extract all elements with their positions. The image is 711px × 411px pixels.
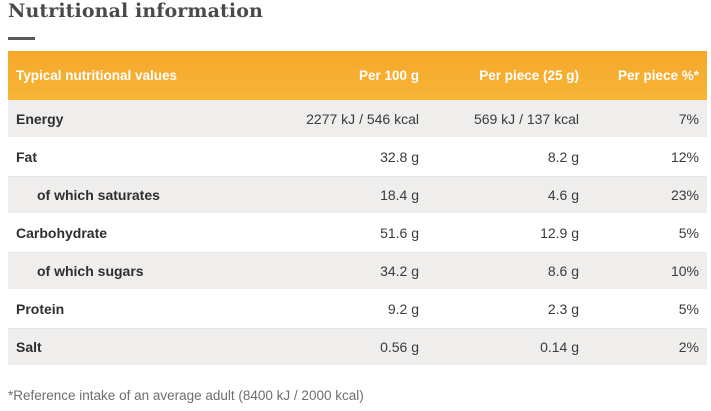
row-label: Salt <box>16 338 42 355</box>
row-label: Carbohydrate <box>16 225 108 242</box>
nutrition-table: Typical nutritional values Per 100 g Per… <box>8 51 707 367</box>
value-per-piece: 569 kJ / 137 kcal <box>473 110 579 127</box>
table-row-carbohydrate: Carbohydrate 51.6 g 12.9 g 5% <box>8 214 707 252</box>
row-label: Fat <box>16 149 37 166</box>
row-label: of which sugars <box>37 262 144 279</box>
value-percent: 5% <box>678 225 699 242</box>
value-per-piece: 0.14 g <box>540 338 579 355</box>
row-label: of which saturates <box>37 186 160 203</box>
value-per-100g: 9.2 g <box>387 301 419 318</box>
column-header-per-100g: Per 100 g <box>358 68 419 83</box>
value-per-piece: 8.2 g <box>547 149 579 166</box>
value-percent: 2% <box>678 338 699 355</box>
column-header-percent: Per piece %* <box>617 68 699 83</box>
value-per-piece: 4.6 g <box>547 186 579 203</box>
table-row-salt: Salt 0.56 g 0.14 g 2% <box>8 328 707 366</box>
value-per-100g: 0.56 g <box>380 338 419 355</box>
value-percent: 7% <box>678 110 699 127</box>
value-per-100g: 2277 kJ / 546 kcal <box>306 110 419 127</box>
title-underline <box>8 37 35 40</box>
table-header-row: Typical nutritional values Per 100 g Per… <box>8 51 707 100</box>
row-label: Protein <box>16 301 65 318</box>
value-per-100g: 51.6 g <box>380 225 419 242</box>
reference-intake-footnote: *Reference intake of an average adult (8… <box>8 388 364 403</box>
column-header-values: Typical nutritional values <box>16 68 178 83</box>
row-label: Energy <box>16 110 64 127</box>
value-per-piece: 8.6 g <box>547 262 579 279</box>
table-row-sugars: of which sugars 34.2 g 8.6 g 10% <box>8 252 707 290</box>
value-per-100g: 32.8 g <box>380 149 419 166</box>
table-row-protein: Protein 9.2 g 2.3 g 5% <box>8 290 707 328</box>
column-header-per-piece: Per piece (25 g) <box>479 68 579 83</box>
value-percent: 10% <box>670 262 699 279</box>
value-per-100g: 34.2 g <box>380 262 419 279</box>
value-percent: 12% <box>670 149 699 166</box>
value-percent: 5% <box>678 301 699 318</box>
table-row-fat: Fat 32.8 g 8.2 g 12% <box>8 138 707 176</box>
table-row-energy: Energy 2277 kJ / 546 kcal 569 kJ / 137 k… <box>8 100 707 138</box>
value-per-100g: 18.4 g <box>380 186 419 203</box>
table-row-saturates: of which saturates 18.4 g 4.6 g 23% <box>8 176 707 214</box>
value-per-piece: 12.9 g <box>540 225 579 242</box>
value-per-piece: 2.3 g <box>547 301 579 318</box>
value-percent: 23% <box>670 186 699 203</box>
page-title: Nutritional information <box>8 0 263 22</box>
